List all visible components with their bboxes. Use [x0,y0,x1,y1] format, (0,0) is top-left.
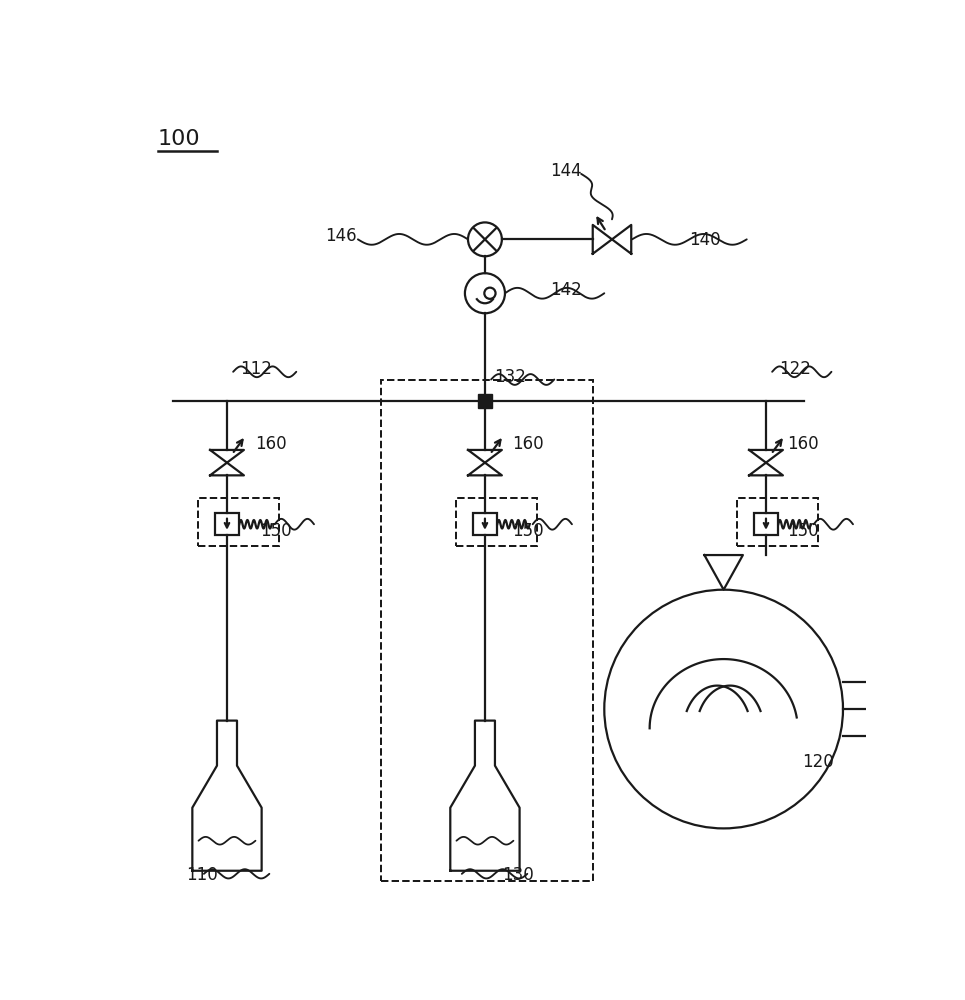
Text: 112: 112 [240,360,272,378]
Bar [455,498,538,546]
Bar [198,498,279,546]
Text: 100: 100 [157,129,201,149]
Text: 150: 150 [261,522,291,540]
Text: 150: 150 [511,522,543,540]
Text: 146: 146 [325,227,356,245]
Text: 150: 150 [786,522,818,540]
Bar [381,380,593,881]
Text: 110: 110 [186,866,218,884]
Text: 160: 160 [786,435,818,453]
Text: 122: 122 [779,360,811,378]
Bar [214,513,239,535]
Bar [473,513,497,535]
Bar [736,498,818,546]
Text: 120: 120 [802,753,834,771]
Bar [754,513,779,535]
Bar [478,394,492,408]
Text: 144: 144 [550,162,582,180]
Text: 130: 130 [502,866,534,884]
Text: 140: 140 [689,231,721,249]
Text: 142: 142 [550,281,582,299]
Text: 160: 160 [511,435,543,453]
Text: 160: 160 [256,435,288,453]
Text: 132: 132 [494,368,526,386]
